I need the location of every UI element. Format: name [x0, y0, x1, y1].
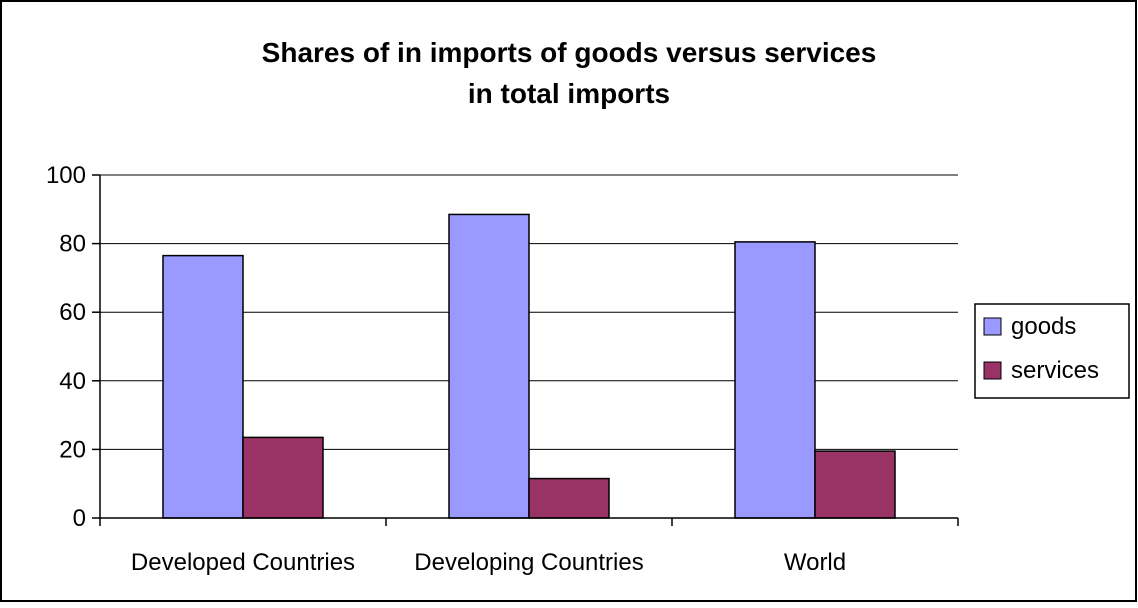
y-tick-label-80: 80: [59, 231, 86, 258]
legend-swatch-goods: [983, 317, 1002, 336]
bar-services-world: [814, 450, 896, 519]
bar-goods-world: [734, 241, 816, 519]
legend: goods services: [974, 303, 1130, 399]
x-category-label-2: World: [784, 549, 846, 576]
axes: [92, 174, 959, 526]
bar-goods-developing-countries: [448, 213, 530, 519]
bars: [162, 213, 896, 519]
bar-services-developed-countries: [242, 436, 324, 519]
x-category-label-0: Developed Countries: [131, 549, 355, 576]
y-tick-label-0: 0: [73, 505, 86, 532]
legend-label-goods: goods: [1011, 313, 1076, 340]
x-category-labels: Developed Countries Developing Countries W…: [131, 549, 846, 576]
y-tick-label-40: 40: [59, 368, 86, 395]
y-tick-label-20: 20: [59, 436, 86, 463]
chart-title-line-1: Shares of in imports of goods versus ser…: [262, 37, 877, 68]
legend-label-services: services: [1011, 357, 1099, 384]
bar-services-developing-countries: [528, 477, 610, 519]
y-tick-label-100: 100: [46, 162, 86, 189]
y-tick-labels: 0 20 40 60 80 100: [46, 162, 86, 532]
legend-swatch-services: [983, 361, 1002, 380]
y-tick-label-60: 60: [59, 299, 86, 326]
bar-goods-developed-countries: [162, 254, 244, 519]
x-category-label-1: Developing Countries: [414, 549, 643, 576]
chart-title-line-2: in total imports: [468, 78, 670, 109]
